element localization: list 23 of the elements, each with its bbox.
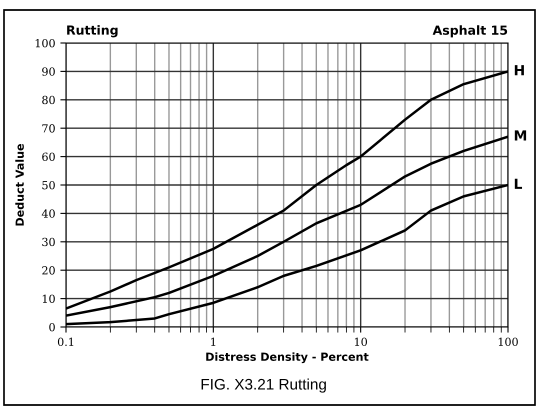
y-tick-label: 80	[42, 96, 55, 104]
series-label: L	[514, 178, 522, 189]
caption: FIG. X3.21 Rutting	[202, 378, 326, 393]
series-label: H	[514, 65, 524, 76]
x-tick-label: 10	[354, 338, 367, 346]
y-tick-label: 0	[49, 322, 55, 332]
x-tick-label: 1	[211, 338, 216, 346]
x-axis-title: Distress Density - Percent	[206, 352, 369, 364]
y-tick-label: 40	[42, 209, 55, 218]
y-tick-label: 10	[42, 294, 55, 303]
chart-subtitle: Asphalt 15	[432, 25, 508, 38]
y-tick-label: 100	[36, 38, 55, 48]
x-tick-label: 100	[498, 338, 518, 346]
y-tick-label: 60	[42, 152, 55, 161]
y-tick-label: 90	[42, 67, 55, 76]
y-axis-title: Deduct Value	[15, 144, 24, 226]
chart-title: Rutting	[67, 25, 118, 38]
y-tick-label: 50	[42, 180, 55, 190]
y-tick-label: 30	[42, 238, 55, 246]
y-tick-label: 70	[42, 124, 55, 133]
x-tick-label: 0.1	[58, 338, 74, 346]
y-tick-label: 20	[42, 266, 55, 275]
series-label: M	[514, 130, 526, 141]
